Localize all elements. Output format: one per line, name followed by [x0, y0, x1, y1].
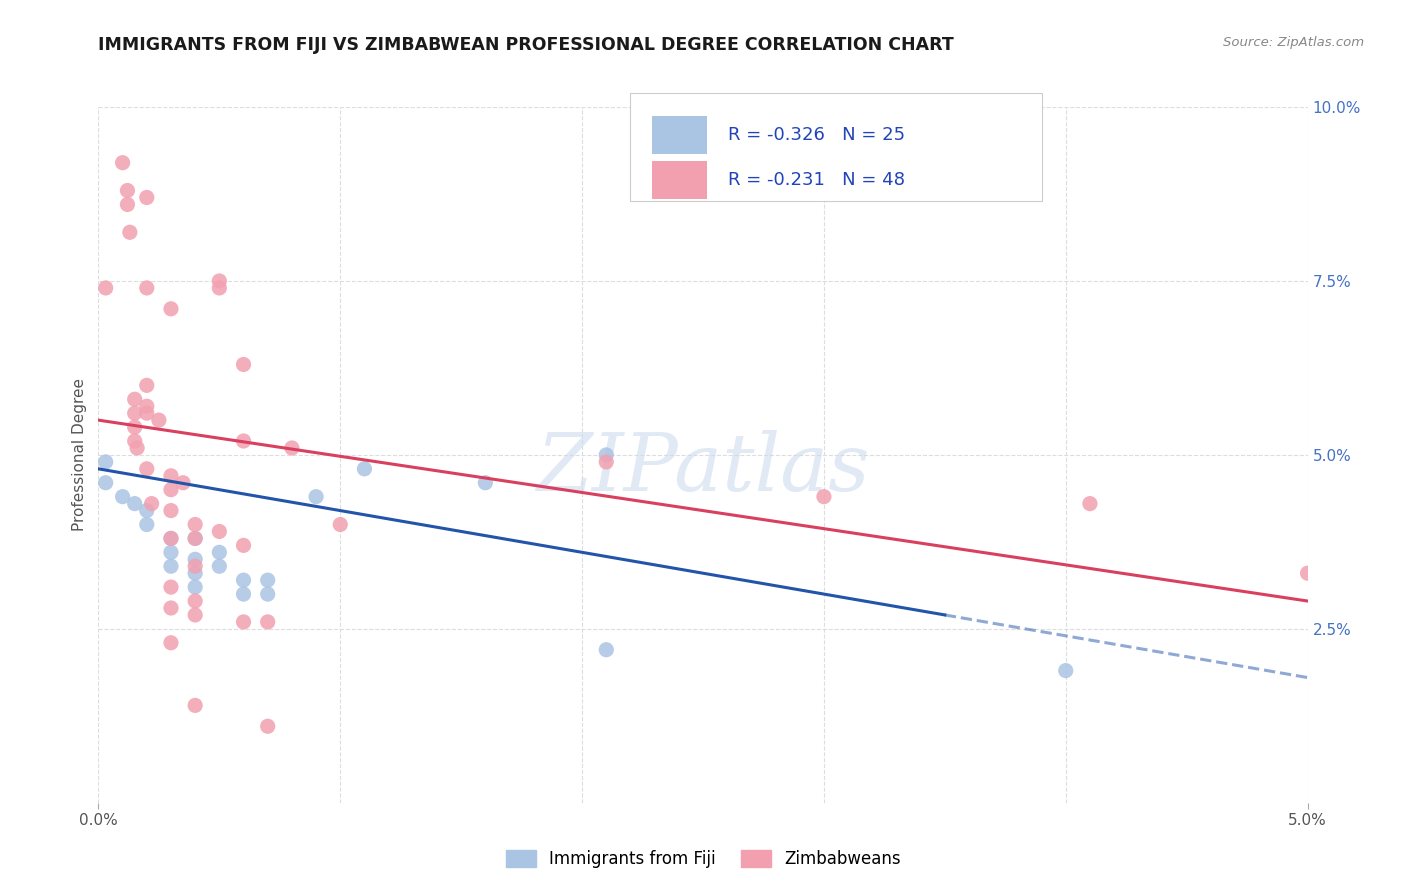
Point [111, 155, 134, 169]
Point [232, 573, 254, 587]
Point [160, 636, 183, 650]
Point [160, 532, 183, 546]
Point [184, 607, 207, 622]
Point [135, 190, 157, 204]
Point [172, 475, 194, 490]
Point [135, 503, 157, 517]
Point [1054, 664, 1077, 678]
Point [184, 552, 207, 566]
Point [135, 406, 157, 420]
Point [141, 497, 163, 511]
Point [208, 524, 231, 539]
Point [160, 601, 183, 615]
Point [184, 559, 207, 574]
Point [148, 413, 170, 427]
Bar [652, 116, 707, 154]
Point [1296, 566, 1319, 581]
Text: ZIPatlas: ZIPatlas [536, 430, 870, 508]
Point [184, 532, 207, 546]
Point [208, 545, 231, 559]
Point [160, 559, 183, 574]
Point [329, 517, 352, 532]
Text: R = -0.231   N = 48: R = -0.231 N = 48 [728, 171, 905, 189]
Point [124, 406, 146, 420]
Point [813, 490, 835, 504]
Point [135, 517, 157, 532]
Text: Source: ZipAtlas.com: Source: ZipAtlas.com [1223, 36, 1364, 49]
Point [595, 642, 617, 657]
Point [184, 532, 207, 546]
Point [94, 281, 117, 295]
Point [184, 566, 207, 581]
Point [256, 573, 278, 587]
Point [135, 281, 157, 295]
Point [124, 497, 146, 511]
Point [160, 483, 183, 497]
Point [474, 475, 496, 490]
Point [232, 538, 254, 552]
Point [94, 475, 117, 490]
Point [281, 441, 304, 455]
Point [353, 462, 375, 476]
Point [135, 399, 157, 413]
Point [118, 225, 141, 239]
Point [160, 580, 183, 594]
Point [595, 448, 617, 462]
Point [256, 719, 278, 733]
Point [124, 392, 146, 407]
Point [232, 358, 254, 372]
Point [117, 184, 139, 198]
Point [124, 434, 146, 448]
Point [1078, 497, 1101, 511]
Point [256, 587, 278, 601]
Point [232, 587, 254, 601]
Point [124, 420, 146, 434]
Point [232, 434, 254, 448]
Point [135, 378, 157, 392]
Point [160, 301, 183, 316]
Point [256, 615, 278, 629]
Point [135, 462, 157, 476]
Point [160, 503, 183, 517]
Point [208, 559, 231, 574]
Y-axis label: Professional Degree: Professional Degree [72, 378, 87, 532]
Point [208, 274, 231, 288]
Point [160, 532, 183, 546]
Bar [652, 161, 707, 199]
Legend: Immigrants from Fiji, Zimbabweans: Immigrants from Fiji, Zimbabweans [499, 843, 907, 874]
Point [117, 197, 139, 211]
FancyBboxPatch shape [630, 93, 1042, 201]
Point [184, 580, 207, 594]
Point [184, 698, 207, 713]
Point [184, 594, 207, 608]
Point [232, 615, 254, 629]
Point [208, 281, 231, 295]
Point [127, 441, 149, 455]
Point [160, 545, 183, 559]
Point [160, 468, 183, 483]
Point [111, 490, 134, 504]
Text: R = -0.326   N = 25: R = -0.326 N = 25 [728, 126, 905, 144]
Point [595, 455, 617, 469]
Point [305, 490, 328, 504]
Point [184, 517, 207, 532]
Point [94, 455, 117, 469]
Text: IMMIGRANTS FROM FIJI VS ZIMBABWEAN PROFESSIONAL DEGREE CORRELATION CHART: IMMIGRANTS FROM FIJI VS ZIMBABWEAN PROFE… [98, 36, 955, 54]
